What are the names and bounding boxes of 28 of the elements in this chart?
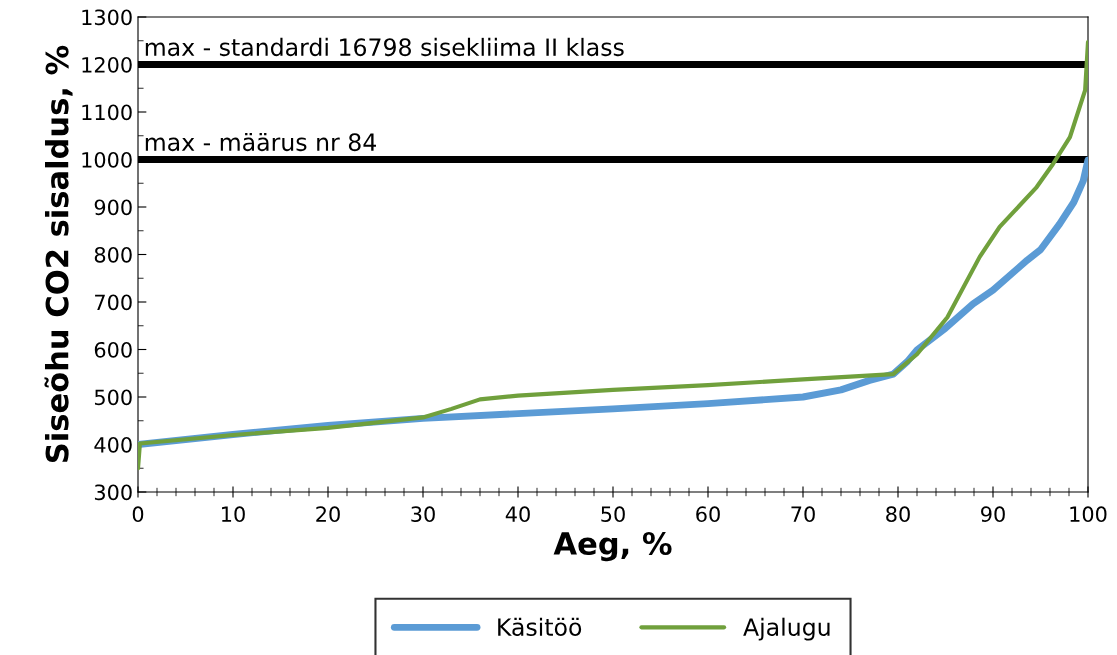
y-tick-label: 1300 bbox=[82, 9, 132, 26]
y-axis-title: Siseõhu CO2 sisaldus, % bbox=[44, 45, 73, 463]
x-tick-label: 50 bbox=[601, 506, 625, 523]
x-axis-title: Aeg, % bbox=[553, 531, 672, 562]
x-tick-label: 100 bbox=[1070, 506, 1107, 523]
y-tick-label: 800 bbox=[94, 246, 132, 263]
y-tick-label: 900 bbox=[94, 199, 132, 216]
ref-line-label: max - standardi 16798 sisekliima II klass bbox=[145, 37, 624, 57]
legend-label: Käsitöö bbox=[498, 617, 582, 636]
x-tick-label: 0 bbox=[132, 506, 144, 523]
x-tick-label: 20 bbox=[316, 506, 340, 523]
x-tick-label: 40 bbox=[505, 506, 530, 523]
x-tick-label: 90 bbox=[981, 506, 1005, 523]
y-tick-label: 600 bbox=[94, 341, 132, 358]
x-tick-label: 10 bbox=[222, 506, 245, 523]
y-tick-label: 400 bbox=[94, 436, 132, 453]
y-tick-label: 500 bbox=[94, 389, 132, 406]
x-tick-label: 60 bbox=[696, 506, 720, 523]
x-tick-label: 70 bbox=[791, 506, 815, 523]
y-tick-label: 700 bbox=[95, 294, 132, 311]
ref-line-label: max - määrus nr 84 bbox=[145, 132, 376, 152]
x-tick-label: 30 bbox=[411, 506, 435, 523]
y-tick-label: 1200 bbox=[82, 56, 132, 73]
x-tick-label: 80 bbox=[886, 506, 910, 523]
y-tick-label: 1000 bbox=[82, 151, 132, 168]
y-tick-label: 300 bbox=[94, 484, 132, 501]
y-tick-label: 1100 bbox=[82, 104, 132, 121]
legend-label: Ajalugu bbox=[743, 617, 830, 641]
